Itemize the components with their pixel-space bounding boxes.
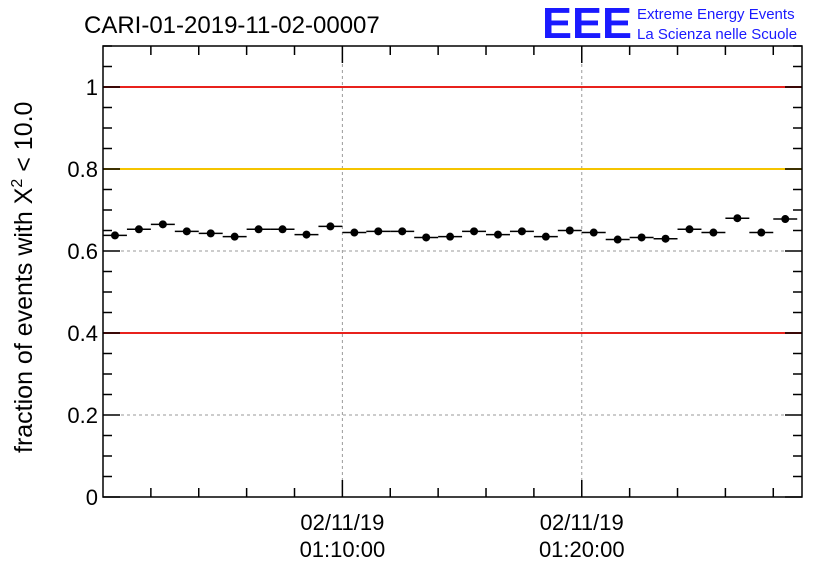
data-point-marker [517,227,526,236]
data-point-marker [182,227,191,236]
data-point [414,233,439,242]
logo-letters: EEE [542,0,632,48]
data-point-marker [326,222,335,231]
data-point-marker [613,235,622,244]
y-axis-label: fraction of events with X2 < 10.0 [9,102,38,453]
data-point-marker [230,232,239,241]
plot-frame [102,45,803,498]
x-tick-label-time: 01:10:00 [300,537,386,562]
data-point-marker [757,228,766,237]
data-point-marker [493,230,502,239]
logo-line-2: La Scienza nelle Scuole [637,26,797,43]
data-point [773,215,798,224]
data-point [725,214,750,223]
logo-line-1: Extreme Energy Events [637,6,795,23]
x-tick-label-date: 02/11/19 [540,510,624,535]
data-point [390,227,415,236]
data-point-marker [446,232,455,241]
data-point [294,230,319,239]
data-point [486,230,510,239]
data-point [653,234,678,243]
data-point [605,235,630,244]
data-point [462,227,487,236]
data-point [629,233,654,242]
data-point [103,231,127,240]
data-point [342,228,367,237]
data-point-marker [661,234,670,243]
axis-ticks [103,45,802,498]
tick-labels: 00.20.40.60.8102/11/1901:10:0002/11/1901… [67,75,624,562]
data-point [318,222,343,231]
y-tick-label: 0.2 [67,403,98,428]
y-axis-label-tail: < 10.0 [10,102,38,179]
y-axis-label-main: fraction of events with X [10,187,38,453]
data-point-marker [685,225,694,234]
data-point-marker [637,233,646,242]
data-point-marker [278,225,287,234]
data-point [581,228,606,237]
grid-layer [103,46,802,497]
data-point [749,228,774,237]
chart-title: CARI-01-2019-11-02-00007 [84,12,380,39]
data-point [270,225,295,234]
eee-logo: EEE Extreme Energy Events La Scienza nel… [542,0,797,48]
data-point-marker [781,215,790,224]
data-point [174,227,199,236]
data-point-marker [733,214,742,223]
data-point-marker [254,225,263,234]
data-point-marker [565,226,574,235]
data-point-marker [206,229,215,238]
data-point [557,226,582,235]
data-point-marker [709,228,718,237]
data-point [150,220,175,229]
data-point-marker [374,227,383,236]
data-point-marker [541,232,550,241]
data-point-marker [589,228,598,237]
reference-lines [103,86,802,334]
data-point-marker [110,231,119,240]
data-point [533,232,558,241]
data-point-marker [470,227,479,236]
y-tick-label: 0.8 [67,157,98,182]
data-point-marker [422,233,431,242]
data-point-marker [134,225,143,234]
data-point [509,227,534,236]
data-point [366,227,391,236]
y-tick-label: 0.4 [67,321,98,346]
data-point [438,232,463,241]
data-point [126,225,151,234]
data-point [222,232,247,241]
data-point [246,225,271,234]
data-point-marker [302,230,311,239]
data-point-marker [350,228,359,237]
y-axis-label-superscript: 2 [9,179,26,188]
data-point [677,225,702,234]
x-tick-label-time: 01:20:00 [539,537,625,562]
y-tick-label: 1 [86,75,98,100]
x-tick-label-date: 02/11/19 [300,510,384,535]
y-tick-label: 0 [86,485,98,510]
data-point-marker [398,227,407,236]
data-points [103,214,798,244]
data-point [198,229,223,238]
y-tick-label: 0.6 [67,239,98,264]
data-point [701,228,726,237]
data-point-marker [158,220,167,229]
